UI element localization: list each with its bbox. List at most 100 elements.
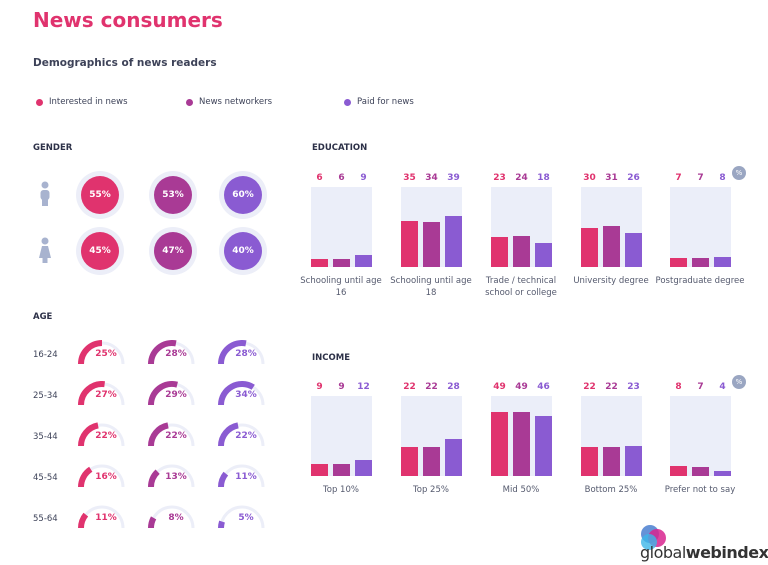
gender-value-circle: 45% — [76, 227, 124, 275]
category-label: Prefer not to say — [664, 485, 736, 495]
legend-item: News networkers — [186, 97, 272, 107]
bar — [355, 460, 372, 476]
gender-value: 40% — [224, 232, 262, 270]
bar — [692, 466, 709, 476]
bar-group-background — [311, 396, 372, 476]
age-gauge-value: 22% — [165, 431, 187, 441]
age-gauge-value: 22% — [235, 431, 257, 441]
bar-value-label: 49 — [493, 382, 506, 392]
bar — [603, 447, 620, 476]
bar-value-label: 7 — [697, 173, 704, 183]
bar — [401, 221, 418, 267]
bar-value-label: 22 — [605, 382, 618, 392]
category-label: Top 10% — [323, 485, 359, 495]
age-gauge — [148, 505, 195, 529]
age-gauge-value: 11% — [235, 472, 257, 482]
gauge-fill — [78, 381, 106, 406]
gauge-fill — [218, 381, 255, 406]
bar — [423, 447, 440, 476]
bar-group-background — [670, 396, 731, 476]
bar — [491, 411, 508, 476]
bar — [625, 445, 642, 476]
legend-label: News networkers — [199, 97, 273, 107]
age-gauge — [78, 340, 125, 365]
bar-value-label: 8 — [719, 173, 726, 183]
legend-label: Paid for news — [357, 97, 414, 107]
bar — [333, 464, 350, 476]
age-gauge — [78, 381, 125, 406]
bar-value-label: 34 — [425, 173, 438, 183]
bar-value-label: 31 — [605, 173, 618, 183]
bar-value-label: 39 — [447, 173, 460, 183]
bar — [581, 227, 598, 267]
age-label: 25-34 — [33, 391, 58, 401]
age-gauge — [218, 340, 265, 365]
age-gauge-value: 13% — [165, 472, 187, 482]
gauge-fill — [78, 340, 103, 365]
category-label: Bottom 25% — [584, 485, 638, 495]
age-gauge — [218, 422, 265, 447]
gender-value: 47% — [154, 232, 192, 270]
age-gauge-value: 28% — [165, 349, 187, 359]
bar — [670, 257, 687, 267]
age-gauge — [148, 422, 195, 447]
category-label: Schooling until age 16 — [300, 276, 382, 298]
bar-value-label: 23 — [493, 173, 506, 183]
bar — [581, 447, 598, 476]
bar-group-background — [491, 396, 552, 476]
bar — [445, 439, 462, 476]
bar — [692, 257, 709, 267]
gauge-fill — [148, 422, 169, 447]
gauge-fill — [218, 520, 225, 529]
bar-value-label: 30 — [583, 173, 596, 183]
bar-value-label: 7 — [697, 382, 704, 392]
gender-value-circle: 40% — [219, 227, 267, 275]
age-heading: AGE — [33, 312, 53, 322]
gauge-fill — [78, 512, 89, 529]
gender-value-circle: 55% — [76, 171, 124, 219]
male-icon — [39, 181, 51, 211]
age-gauge — [148, 381, 195, 406]
bar — [535, 415, 552, 476]
bar — [311, 259, 328, 267]
bar-value-label: 6 — [316, 173, 323, 183]
bar-value-label: 12 — [357, 382, 370, 392]
gauge-fill — [148, 381, 178, 406]
gauge-track — [219, 505, 265, 529]
bar-value-label: 22 — [425, 382, 438, 392]
bar-value-label: 6 — [338, 173, 345, 183]
bar — [423, 222, 440, 267]
gender-value: 55% — [81, 176, 119, 214]
bar-group-background — [491, 187, 552, 267]
age-gauge — [218, 464, 265, 488]
bar — [513, 235, 530, 267]
bar — [535, 243, 552, 267]
gender-value: 60% — [224, 176, 262, 214]
bar — [603, 226, 620, 267]
age-gauge-value: 27% — [95, 390, 117, 400]
category-label: Top 25% — [413, 485, 449, 495]
gauge-fill — [78, 466, 93, 488]
bar-value-label: 4 — [719, 382, 726, 392]
age-gauge — [218, 381, 265, 406]
bar-group-background — [401, 187, 462, 267]
bar-value-label: 26 — [627, 173, 640, 183]
gender-heading: GENDER — [33, 143, 73, 153]
category-label: University degree — [573, 276, 649, 286]
bar-value-label: 35 — [403, 173, 416, 183]
legend-dot-icon — [344, 98, 351, 106]
gauge-fill — [218, 422, 239, 447]
bar — [625, 232, 642, 267]
bar — [311, 464, 328, 476]
bar-group-background — [311, 187, 372, 267]
bar-value-label: 22 — [583, 382, 596, 392]
age-gauge — [78, 422, 125, 447]
bar-value-label: 23 — [627, 382, 640, 392]
chart-title: EDUCATION — [312, 143, 368, 153]
bar-value-label: 9 — [316, 382, 323, 392]
logo-text-bold: webindex — [685, 543, 768, 562]
bar-value-label: 9 — [360, 173, 367, 183]
bar — [445, 215, 462, 267]
bar — [401, 447, 418, 476]
logo-mark-icon — [641, 525, 666, 550]
